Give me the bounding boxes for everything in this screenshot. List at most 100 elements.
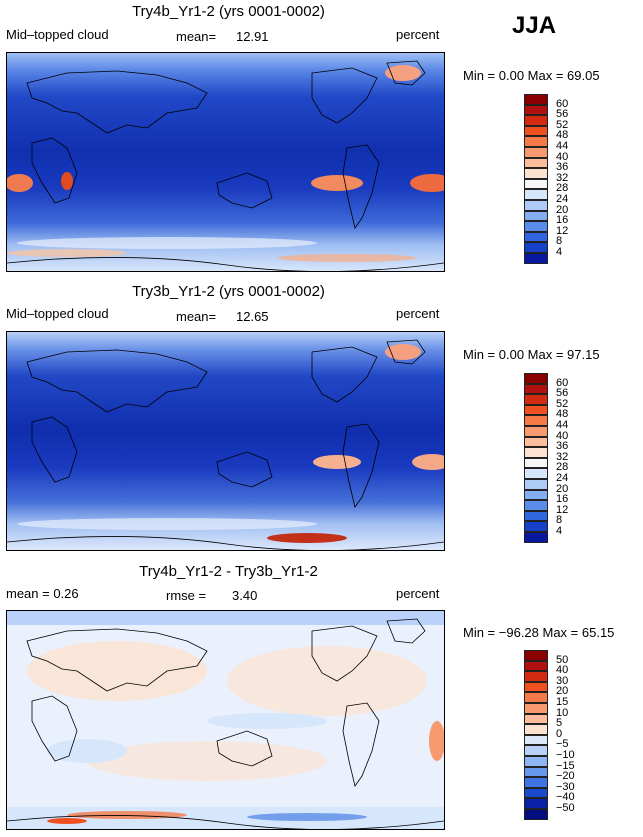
panel1-mean-value: 12.91	[236, 29, 269, 44]
colorbar-tick-label: −10	[556, 749, 575, 761]
colorbar-cell	[524, 373, 548, 384]
colorbar-tick-label: 15	[556, 696, 569, 708]
panel3-colorbar	[524, 650, 548, 820]
colorbar-cell	[524, 489, 548, 501]
panel3-units-label: percent	[396, 586, 440, 601]
colorbar-tick-label: 40	[556, 150, 569, 163]
panel2-units-label: percent	[396, 306, 440, 321]
colorbar-tick-label: 44	[556, 419, 569, 431]
colorbar-tick-label: −50	[556, 802, 575, 814]
colorbar-tick-label: 24	[556, 193, 569, 205]
colorbar-cell	[524, 104, 548, 116]
panel1-mean-label: mean=	[176, 29, 217, 44]
colorbar-tick-label: 20	[556, 482, 569, 495]
colorbar-cell	[524, 115, 548, 126]
panel2-coastlines	[7, 339, 444, 550]
colorbar-tick-label: 40	[556, 664, 569, 677]
colorbar-cell	[524, 671, 548, 682]
colorbar-tick-label: 8	[556, 235, 563, 248]
colorbar-cell	[524, 681, 548, 693]
colorbar-cell	[524, 394, 548, 405]
colorbar-cell	[524, 189, 548, 200]
colorbar-tick-label: 4	[556, 246, 563, 258]
colorbar-tick-label: 28	[556, 461, 569, 474]
colorbar-tick-label: 24	[556, 472, 569, 484]
colorbar-tick-label: 52	[556, 397, 569, 410]
panel1-variable-label: Mid–topped cloud	[6, 27, 109, 42]
colorbar-tick-label: 12	[556, 224, 569, 237]
colorbar-cell	[524, 531, 548, 543]
colorbar-cell	[524, 777, 548, 788]
colorbar-tick-label: 36	[556, 440, 569, 453]
colorbar-tick-label: 60	[556, 376, 569, 389]
colorbar-cell	[524, 199, 548, 211]
colorbar-tick-label: 32	[556, 450, 569, 463]
colorbar-tick-label: 30	[556, 674, 569, 687]
panel3-title: Try4b_Yr1-2 - Try3b_Yr1-2	[139, 563, 318, 580]
panel1-map-svg	[7, 53, 444, 271]
panel1-peru-stratocu	[311, 175, 363, 191]
panel3-map	[6, 610, 445, 830]
colorbar-cell	[524, 436, 548, 448]
panel2-colorbar	[524, 373, 548, 543]
colorbar-tick-label: 20	[556, 685, 569, 698]
colorbar-tick-label: 52	[556, 118, 569, 131]
panel1-coastlines	[7, 60, 444, 271]
colorbar-cell	[524, 734, 548, 746]
colorbar-tick-label: −40	[556, 791, 575, 804]
panel2-variable-label: Mid–topped cloud	[6, 306, 109, 321]
colorbar-cell	[524, 521, 548, 532]
panel2-mean-value: 12.65	[236, 309, 269, 324]
panel2-antarctic-max	[267, 533, 347, 543]
panel1-range: Min = 0.00 Max = 69.05	[463, 68, 600, 83]
colorbar-cell	[524, 478, 548, 490]
colorbar-cell	[524, 168, 548, 179]
panel1-map	[6, 52, 445, 272]
colorbar-cell	[524, 425, 548, 437]
colorbar-cell	[524, 210, 548, 222]
colorbar-cell	[524, 500, 548, 511]
colorbar-cell	[524, 724, 548, 735]
panel1-units-label: percent	[396, 27, 440, 42]
panel3-map-svg	[7, 611, 444, 829]
colorbar-tick-label: 8	[556, 514, 563, 527]
panel3-range: Min = −96.28 Max = 65.15	[463, 625, 615, 640]
colorbar-cell	[524, 660, 548, 672]
colorbar-cell	[524, 457, 548, 469]
colorbar-cell	[524, 766, 548, 778]
colorbar-cell	[524, 94, 548, 105]
colorbar-cell	[524, 692, 548, 703]
colorbar-tick-label: 60	[556, 97, 569, 110]
colorbar-cell	[524, 157, 548, 169]
colorbar-cell	[524, 242, 548, 253]
colorbar-tick-label: 16	[556, 493, 569, 506]
colorbar-tick-label: 12	[556, 503, 569, 516]
panel3-rmse-value: 3.40	[232, 588, 258, 603]
panel3-rmse-label: rmse =	[166, 588, 207, 603]
colorbar-cell	[524, 252, 548, 264]
panel2-mean-label: mean=	[176, 309, 217, 324]
colorbar-cell	[524, 383, 548, 395]
colorbar-cell	[524, 468, 548, 479]
colorbar-cell	[524, 650, 548, 661]
colorbar-tick-label: −5	[556, 738, 569, 751]
season-label: JJA	[512, 12, 557, 39]
colorbar-tick-label: 36	[556, 161, 569, 174]
colorbar-cell	[524, 702, 548, 714]
panel1-title: Try4b_Yr1-2 (yrs 0001-0002)	[132, 3, 325, 20]
colorbar-cell	[524, 404, 548, 416]
panel3-coastlines	[7, 618, 444, 829]
colorbar-cell	[524, 787, 548, 799]
colorbar-tick-label: 56	[556, 387, 569, 400]
colorbar-cell	[524, 231, 548, 243]
colorbar-tick-label: 44	[556, 140, 569, 152]
panel2-map-svg	[7, 332, 444, 550]
colorbar-tick-label: 0	[556, 727, 563, 740]
panel1-colorbar	[524, 94, 548, 264]
colorbar-tick-label: 28	[556, 182, 569, 195]
panel1-greenland-high	[385, 65, 421, 81]
colorbar-tick-label: −30	[556, 780, 575, 793]
colorbar-cell	[524, 798, 548, 809]
colorbar-tick-label: 40	[556, 429, 569, 442]
colorbar-tick-label: 10	[556, 706, 569, 719]
